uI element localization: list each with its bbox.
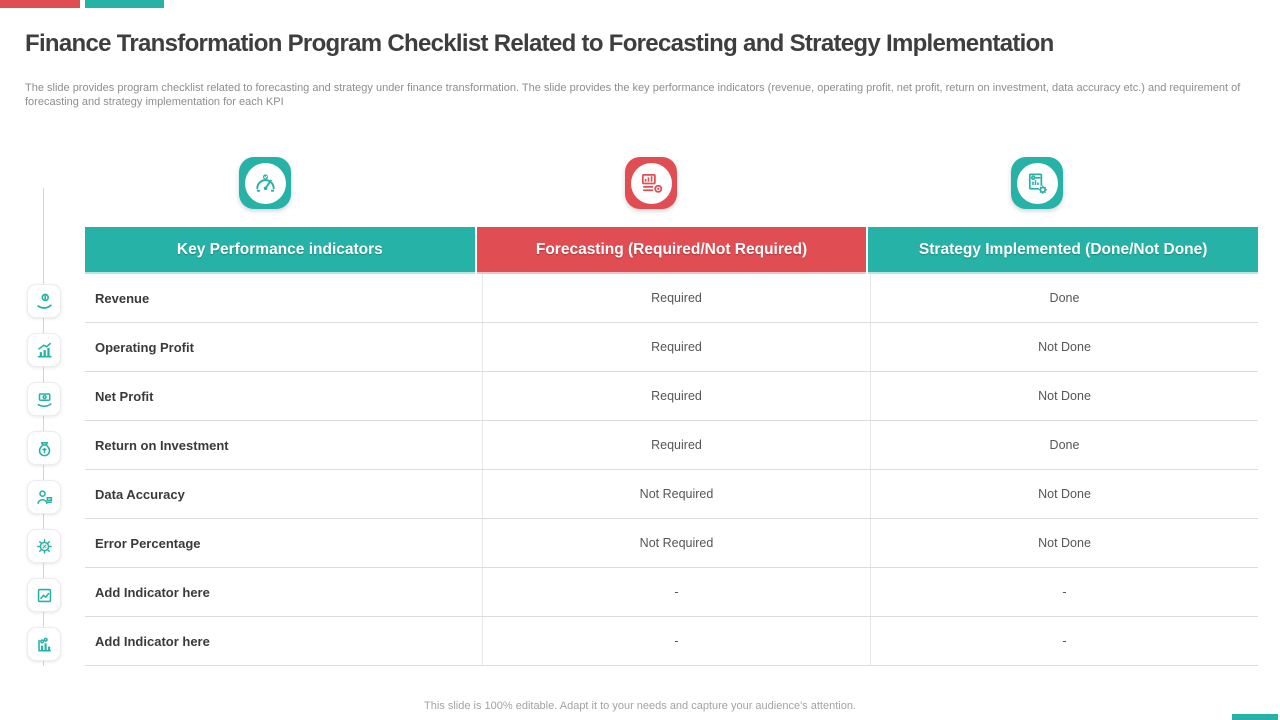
strategy-cell: Not Done [1038, 536, 1091, 550]
slide-description: The slide provides program checklist rel… [25, 82, 1241, 108]
kpi-cell: Net Profit [85, 372, 483, 420]
table-row: Add Indicator here - - [85, 617, 1258, 666]
sidebar-connector-line [43, 188, 44, 666]
report-chart-icon [27, 578, 61, 612]
forecasting-cell: Required [483, 372, 871, 420]
bar-coins-icon [27, 627, 61, 661]
kpi-cell: Add Indicator here [85, 617, 483, 665]
kpi-cell: Data Accuracy [85, 470, 483, 518]
forecasting-cell: Required [483, 323, 871, 371]
icon-disc [244, 162, 286, 204]
strategy-cell: Not Done [1038, 487, 1091, 501]
forecasting-cell: Not Required [483, 470, 871, 518]
forecasting-cell: Not Required [483, 519, 871, 567]
gear-percent-icon [27, 529, 61, 563]
strategy-cell: Not Done [1038, 340, 1091, 354]
icon-disc [630, 162, 672, 204]
strategy-cell: - [1062, 585, 1067, 599]
header-strategy: Strategy Implemented (Done/Not Done) [868, 227, 1259, 272]
top-accent-bar-red [0, 0, 80, 8]
table-row: Operating Profit Required Not Done [85, 323, 1258, 372]
kpi-cell: Add Indicator here [85, 568, 483, 616]
header-underline-strip [85, 272, 1259, 274]
page-title: Finance Transformation Program Checklist… [25, 30, 1054, 57]
strategy-report-gear-icon [1011, 157, 1063, 209]
header-forecasting: Forecasting (Required/Not Required) [476, 227, 867, 272]
strategy-cell: Done [1049, 438, 1080, 452]
icon-disc [1016, 162, 1058, 204]
forecasting-chart-icon [625, 157, 677, 209]
money-bag-icon [27, 431, 61, 465]
table-row: Error Percentage Not Required Not Done [85, 519, 1258, 568]
forecasting-cell: Required [483, 421, 871, 469]
strategy-cell: - [1062, 634, 1067, 648]
kpi-cell: Error Percentage [85, 519, 483, 567]
header-kpi: Key Performance indicators [85, 227, 475, 272]
hand-coin-icon [27, 284, 61, 318]
table-row: Revenue Required Done [85, 274, 1258, 323]
forecasting-cell: Required [483, 274, 871, 322]
kpi-checklist-table: Key Performance indicators Forecasting (… [85, 227, 1259, 666]
strategy-cell: Done [1049, 291, 1080, 305]
table-row: Return on Investment Required Done [85, 421, 1258, 470]
kpi-cell: Operating Profit [85, 323, 483, 371]
kpi-cell: Revenue [85, 274, 483, 322]
kpi-cell: Return on Investment [85, 421, 483, 469]
forecasting-cell: - [483, 617, 871, 665]
gauge-performance-icon [239, 157, 291, 209]
forecasting-cell: - [483, 568, 871, 616]
table-header-row: Key Performance indicators Forecasting (… [85, 227, 1259, 272]
editable-note: This slide is 100% editable. Adapt it to… [424, 700, 856, 712]
table-row: Add Indicator here - - [85, 568, 1258, 617]
bottom-accent-bar-teal [1232, 714, 1278, 720]
person-money-icon [27, 480, 61, 514]
table-row: Net Profit Required Not Done [85, 372, 1258, 421]
growth-chart-icon [27, 333, 61, 367]
strategy-cell: Not Done [1038, 389, 1091, 403]
table-row: Data Accuracy Not Required Not Done [85, 470, 1258, 519]
top-accent-bar-teal [85, 0, 164, 8]
cash-hand-icon [27, 382, 61, 416]
